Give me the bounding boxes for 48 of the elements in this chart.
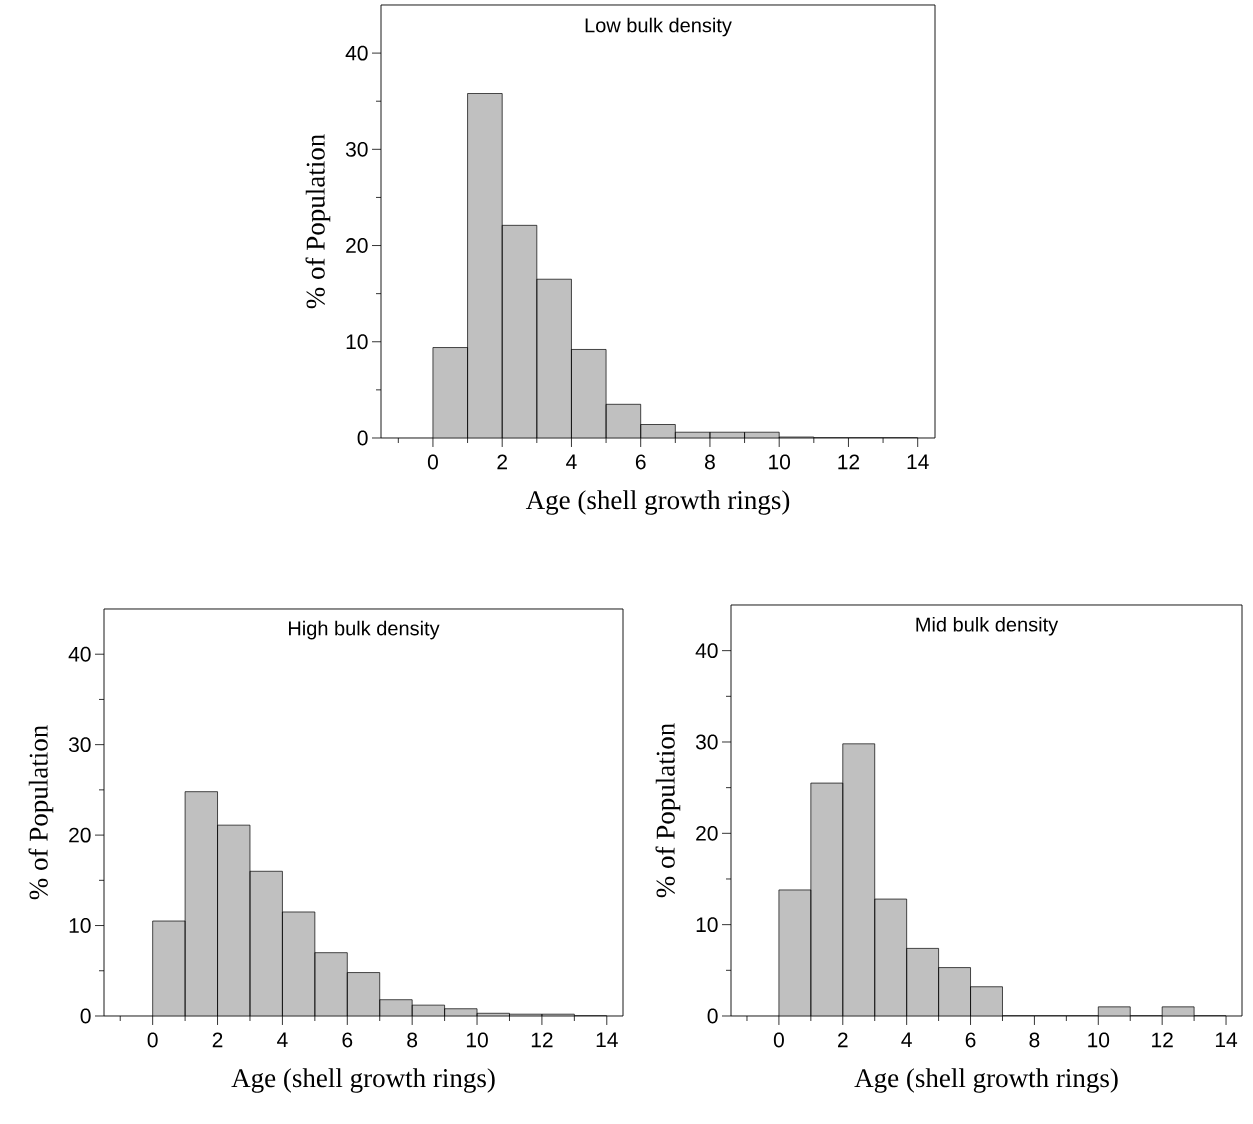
y-tick-label: 0 — [80, 1008, 91, 1024]
x-tick-label: 10 — [466, 1032, 488, 1048]
y-tick-label: 10 — [696, 917, 718, 933]
x-tick-label: 10 — [1088, 1032, 1110, 1048]
text: High bulk density — [289, 620, 440, 640]
x-tick-label: 0 — [427, 454, 438, 470]
x-tick-label: 6 — [635, 454, 646, 470]
y-tick-label: 0 — [357, 430, 368, 446]
text: Mid bulk density — [916, 616, 1059, 636]
y-tick-label: 30 — [695, 734, 718, 750]
x-axis-title: Age (shell growth rings) — [854, 1068, 1118, 1093]
x-axis-title: Age (shell growth rings) — [525, 490, 790, 515]
y-tick-label: 40 — [345, 45, 368, 61]
text: Low bulk density — [585, 17, 732, 37]
x-tick-label: 14 — [1215, 1032, 1238, 1047]
x-tick-label: 2 — [212, 1032, 223, 1048]
y-axis-title: % of Population — [28, 725, 54, 900]
x-tick-label: 0 — [147, 1032, 158, 1048]
x-tick-label: 12 — [838, 454, 860, 470]
y-tick-label: 20 — [69, 827, 91, 843]
x-tick-label: 2 — [497, 454, 507, 470]
x-tick-label: 4 — [566, 454, 577, 469]
x-tick-label: 14 — [907, 454, 929, 469]
x-tick-label: 2 — [838, 1032, 848, 1048]
x-tick-label: 0 — [773, 1032, 784, 1048]
x-tick-label: 8 — [407, 1032, 418, 1048]
x-tick-label: 6 — [342, 1032, 353, 1048]
x-tick-label: 8 — [705, 454, 715, 470]
y-tick-label: 20 — [696, 825, 718, 841]
y-tick-label: 40 — [68, 646, 91, 662]
y-tick-label: 10 — [69, 918, 91, 933]
y-tick-label: 30 — [68, 737, 91, 753]
x-axis-title: Age (shell growth rings) — [231, 1068, 495, 1093]
y-tick-label: 10 — [346, 334, 368, 350]
x-tick-label: 12 — [1152, 1032, 1173, 1048]
y-axis-title: % of Population — [655, 723, 681, 898]
x-tick-label: 6 — [965, 1032, 976, 1048]
y-tick-label: 0 — [707, 1008, 718, 1024]
x-tick-label: 4 — [277, 1032, 288, 1047]
y-tick-label: 40 — [695, 643, 718, 659]
x-tick-label: 4 — [901, 1032, 912, 1047]
x-tick-label: 12 — [531, 1032, 553, 1048]
y-tick-label: 30 — [345, 141, 368, 157]
y-tick-label: 20 — [346, 238, 368, 253]
x-tick-label: 8 — [1029, 1032, 1040, 1048]
x-tick-label: 14 — [596, 1032, 618, 1047]
y-axis-title: % of Population — [305, 134, 331, 309]
x-tick-label: 10 — [769, 454, 791, 470]
